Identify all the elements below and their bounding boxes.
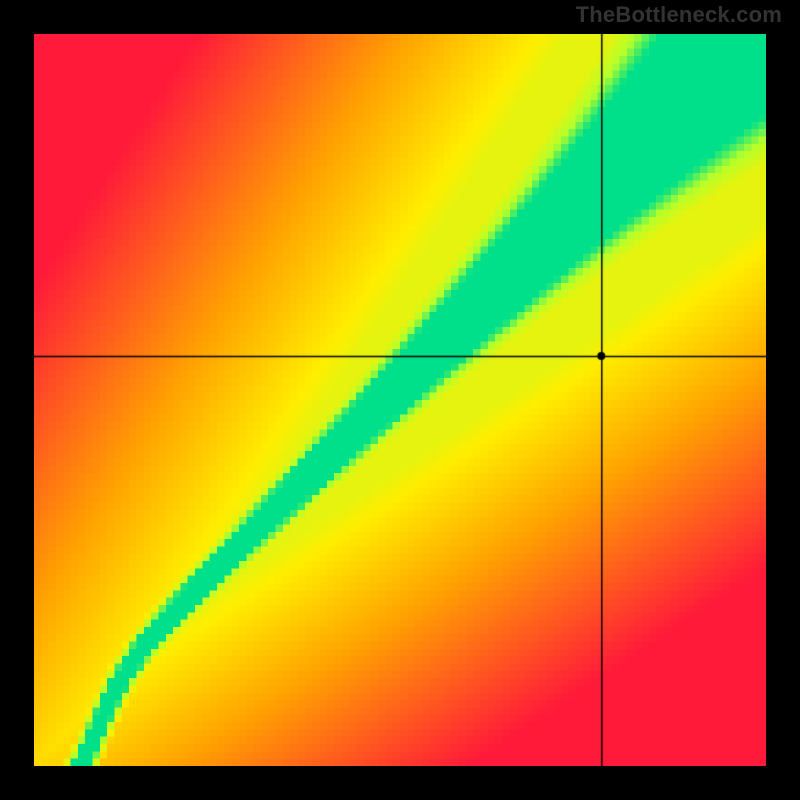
plot-area [34,34,766,766]
bottleneck-heatmap [34,34,766,766]
watermark-text: TheBottleneck.com [576,2,782,28]
chart-frame: TheBottleneck.com [0,0,800,800]
